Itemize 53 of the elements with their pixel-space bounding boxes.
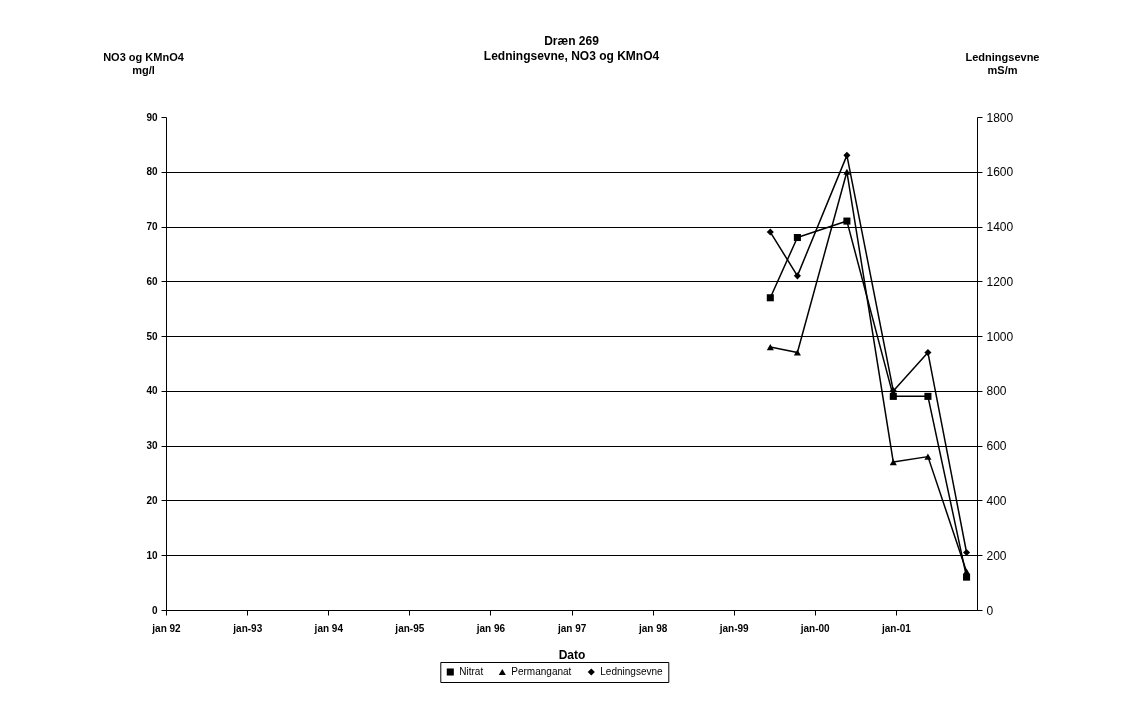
point (924, 453, 932, 460)
x-axis-title: Dato (558, 647, 586, 662)
y-tick-label: 80 (146, 166, 158, 178)
point (766, 228, 774, 236)
x-tick-label: jan-95 (394, 622, 425, 634)
y2-tick-label: 1600 (986, 165, 1014, 180)
y2-tick-label: 600 (986, 439, 1007, 454)
chart-title: Dræn 269 (544, 34, 600, 48)
y-tick-label: 30 (146, 440, 158, 452)
point (924, 349, 932, 357)
x-tick-label: jan-01 (881, 622, 912, 634)
y2-tick-label: 1200 (986, 274, 1014, 289)
y2-tick-label: 800 (986, 384, 1007, 399)
chart-subtitle: Ledningsevne, NO3 og KMnO4 (483, 49, 660, 63)
y2-axis-title: Ledningsevne mS/m (965, 50, 1040, 76)
point (766, 344, 774, 351)
x-tick-label: jan 97 (556, 622, 587, 634)
point (793, 233, 801, 242)
point (843, 151, 851, 159)
y-axis-title: NO3 og KMnO4 mg/l (103, 50, 185, 76)
x-tick-label: jan 92 (151, 622, 182, 634)
point (793, 349, 801, 356)
y-tick-label: 70 (146, 221, 158, 233)
y2-tick-label: 1800 (986, 110, 1014, 125)
point (963, 568, 971, 575)
y-tick-label: 10 (146, 549, 158, 561)
point (924, 392, 932, 400)
y-tick-label: 50 (146, 330, 158, 342)
x-tick-label: jan 98 (637, 622, 668, 634)
legend-label: Permanganat (511, 666, 572, 677)
x-tick-label: jan 96 (475, 622, 506, 634)
y-tick-label: 0 (151, 604, 158, 616)
point (889, 392, 897, 400)
point (843, 217, 851, 225)
y2-tick-label: 0 (986, 603, 994, 618)
y-tick-label: 40 (146, 385, 158, 397)
y2-tick-label: 400 (986, 493, 1007, 508)
y-tick-label: 90 (146, 111, 158, 123)
y2-tick-label: 1000 (986, 329, 1014, 344)
x-tick-label: jan-99 (718, 622, 750, 634)
x-tick-label: jan 94 (313, 622, 344, 634)
point (766, 294, 774, 302)
point (793, 272, 801, 280)
x-tick-label: jan-00 (799, 622, 831, 634)
legend-label: Ledningsevne (600, 666, 664, 677)
legend-label: Nitrat (459, 666, 484, 677)
x-tick-label: jan-93 (232, 622, 263, 634)
y-tick-label: 60 (146, 275, 158, 287)
point (843, 168, 851, 175)
point (889, 459, 897, 466)
y2-tick-label: 1400 (986, 220, 1014, 235)
y2-tick-label: 200 (986, 548, 1007, 563)
y-tick-label: 20 (146, 494, 158, 506)
